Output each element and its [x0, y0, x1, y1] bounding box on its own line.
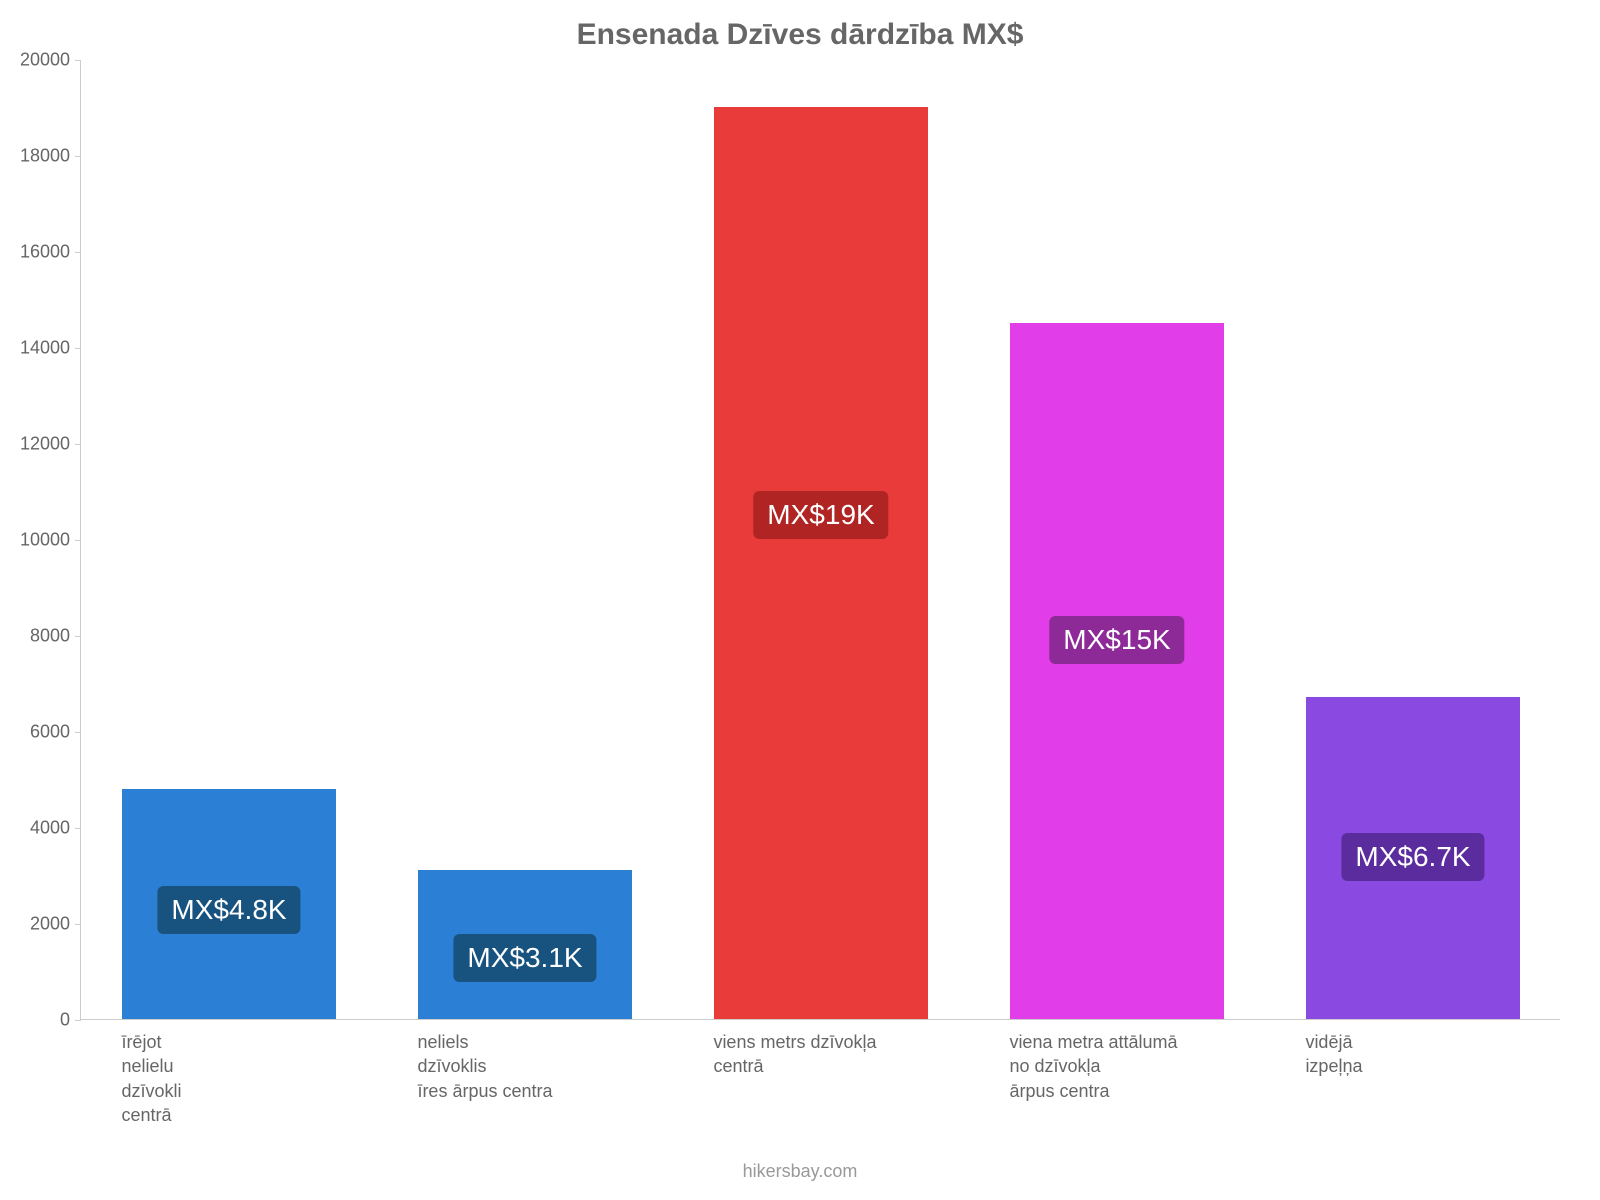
- y-tick-label: 0: [60, 1010, 70, 1031]
- y-tick-label: 12000: [20, 434, 70, 455]
- y-tick-label: 20000: [20, 50, 70, 71]
- x-tick-label: īrējot nelielu dzīvokli centrā: [121, 1030, 374, 1127]
- y-tick: [75, 924, 81, 925]
- y-tick: [75, 252, 81, 253]
- y-tick: [75, 732, 81, 733]
- y-tick-label: 8000: [30, 626, 70, 647]
- y-tick-label: 18000: [20, 146, 70, 167]
- x-tick-label: viens metrs dzīvokļa centrā: [713, 1030, 966, 1079]
- y-tick: [75, 1020, 81, 1021]
- value-badge: MX$4.8K: [157, 886, 300, 934]
- y-tick-label: 16000: [20, 242, 70, 263]
- bar: [1010, 323, 1223, 1019]
- y-tick-label: 4000: [30, 818, 70, 839]
- bar: [714, 107, 927, 1019]
- y-tick: [75, 540, 81, 541]
- y-tick-label: 14000: [20, 338, 70, 359]
- attribution-text: hikersbay.com: [0, 1161, 1600, 1182]
- x-tick-label: vidējā izpeļņa: [1305, 1030, 1558, 1079]
- y-tick: [75, 348, 81, 349]
- plot-area: MX$4.8K MX$3.1K MX$19K MX$15K MX$6.7K: [80, 60, 1560, 1020]
- x-tick-label: viena metra attālumā no dzīvokļa ārpus c…: [1009, 1030, 1262, 1103]
- cost-of-living-chart: Ensenada Dzīves dārdzība MX$ MX$4.8K MX$3…: [0, 0, 1600, 1200]
- y-tick-label: 6000: [30, 722, 70, 743]
- value-badge: MX$3.1K: [453, 934, 596, 982]
- y-tick: [75, 60, 81, 61]
- y-tick: [75, 828, 81, 829]
- y-tick: [75, 636, 81, 637]
- value-badge: MX$15K: [1049, 616, 1184, 664]
- chart-title: Ensenada Dzīves dārdzība MX$: [0, 18, 1600, 52]
- y-tick-label: 2000: [30, 914, 70, 935]
- value-badge: MX$6.7K: [1341, 833, 1484, 881]
- value-badge: MX$19K: [753, 491, 888, 539]
- y-tick-label: 10000: [20, 530, 70, 551]
- y-tick: [75, 444, 81, 445]
- y-tick: [75, 156, 81, 157]
- x-tick-label: neliels dzīvoklis īres ārpus centra: [417, 1030, 670, 1103]
